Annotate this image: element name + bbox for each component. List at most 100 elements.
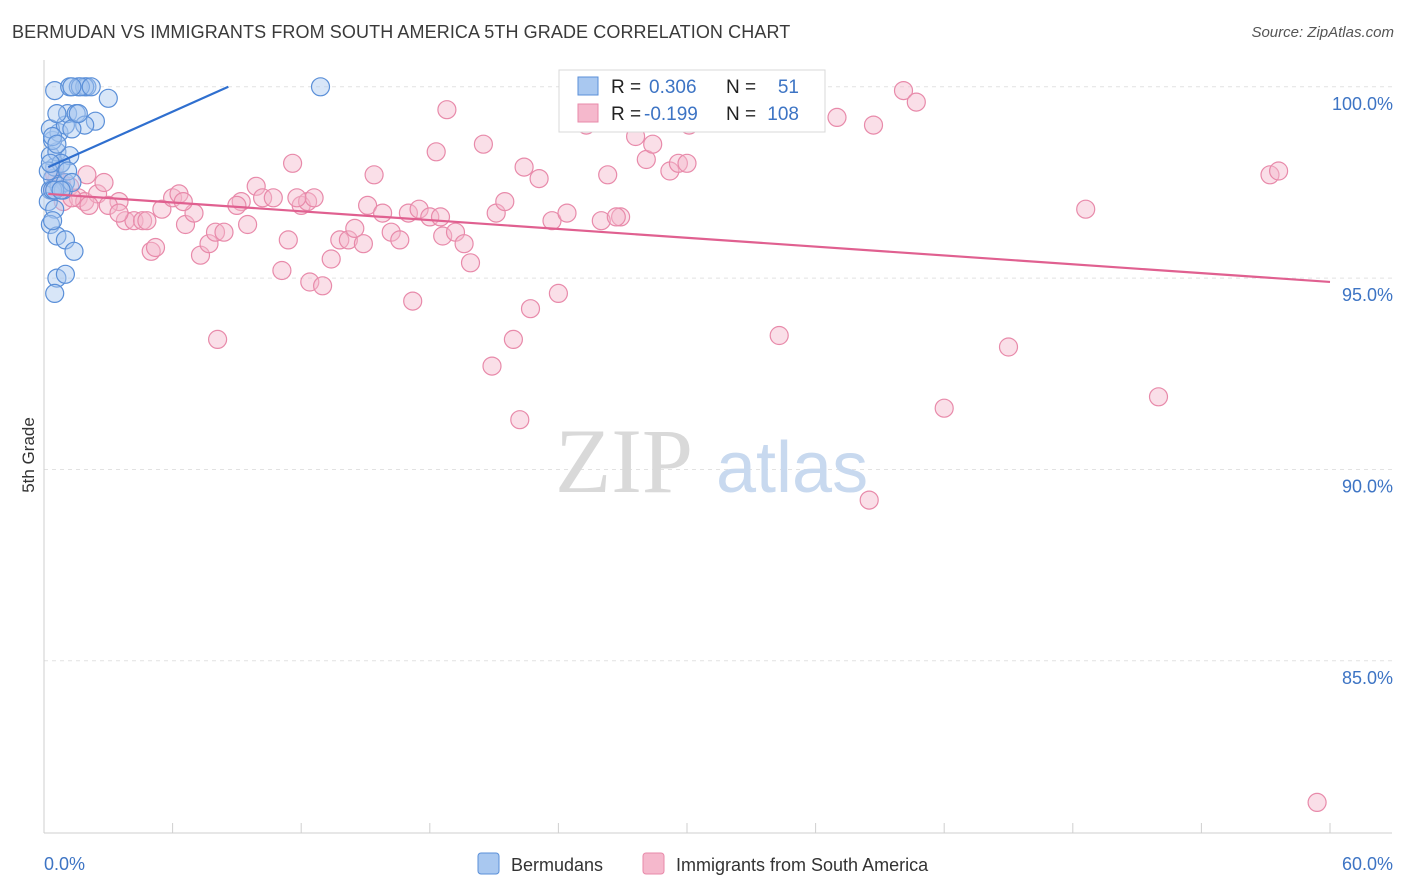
immigrants-point	[390, 230, 410, 250]
series-immigrants-points	[42, 77, 1327, 813]
immigrants-point	[321, 249, 341, 269]
bermudans-point	[62, 172, 82, 193]
y-tick-label: 100.0%	[1332, 94, 1393, 114]
immigrants-point	[133, 211, 153, 231]
immigrants-point	[79, 195, 99, 215]
immigrants-point	[199, 234, 219, 254]
gridlines	[44, 86, 1392, 662]
immigrants-point	[430, 207, 451, 227]
immigrants-point	[827, 107, 847, 128]
legend-n-value-2: 108	[767, 104, 799, 125]
immigrants-point	[253, 188, 273, 208]
legend-n-value-1: 51	[778, 77, 799, 98]
immigrants-point	[606, 207, 626, 227]
immigrants-point	[769, 325, 789, 346]
immigrants-point	[557, 203, 577, 223]
immigrants-point	[520, 299, 541, 319]
immigrants-point	[437, 100, 457, 120]
immigrants-point	[238, 214, 258, 235]
immigrants-point	[433, 226, 453, 246]
legend-swatch-bermudans	[577, 76, 599, 96]
chart-title: BERMUDAN VS IMMIGRANTS FROM SOUTH AMERIC…	[12, 22, 791, 42]
immigrants-point	[98, 195, 118, 215]
bermudans-trend-line	[47, 85, 229, 169]
watermark-zip: ZIP	[555, 410, 693, 512]
immigrants-point	[591, 211, 611, 231]
legend-n-label-2: N =	[726, 104, 756, 125]
bermudans-point	[64, 241, 84, 261]
immigrants-point	[542, 211, 562, 231]
immigrants-point	[246, 176, 266, 196]
immigrants-point	[598, 165, 618, 185]
x-tick-min: 0.0%	[44, 854, 85, 874]
immigrants-point	[460, 253, 481, 273]
immigrants-point	[643, 134, 663, 154]
bermudans-point	[38, 192, 58, 212]
y-axis-title: 5th Grade	[19, 417, 38, 493]
immigrants-point	[278, 230, 298, 250]
y-tick-label: 95.0%	[1342, 285, 1393, 305]
y-tick-label: 85.0%	[1342, 668, 1393, 688]
immigrants-point	[214, 222, 234, 242]
immigrants-point	[473, 134, 493, 154]
bermudans-point	[55, 264, 76, 284]
immigrants-point	[77, 165, 97, 185]
immigrants-point	[109, 192, 129, 212]
immigrants-point	[1076, 199, 1096, 219]
immigrants-point	[677, 153, 697, 173]
immigrants-point	[94, 172, 114, 193]
watermark-atlas: atlas	[716, 428, 868, 508]
immigrants-point	[906, 92, 926, 112]
immigrants-point	[338, 230, 358, 250]
bottom-legend-swatch-immigrants	[642, 852, 665, 875]
immigrants-point	[283, 153, 303, 173]
y-tick-labels: 100.0% 95.0% 90.0% 85.0%	[1332, 94, 1393, 688]
legend-n-label-1: N =	[726, 77, 756, 98]
immigrants-point	[364, 165, 384, 185]
immigrants-point	[313, 276, 333, 296]
immigrants-point	[454, 234, 474, 254]
bermudans-point	[81, 77, 101, 97]
bermudans-point	[45, 283, 65, 303]
immigrants-point	[893, 80, 914, 101]
immigrants-point	[859, 490, 879, 510]
bottom-legend-swatch-bermudans	[477, 852, 500, 875]
chart-source: Source: ZipAtlas.com	[1251, 24, 1394, 41]
immigrants-point	[1268, 161, 1289, 181]
legend-r-label-2: R =	[611, 104, 641, 125]
legend-r-label-1: R =	[611, 77, 641, 98]
bermudans-point	[47, 142, 67, 162]
stats-legend: R = 0.306 N = 51 R = -0.199 N = 108	[558, 69, 826, 133]
immigrants-point	[287, 188, 307, 208]
immigrants-point	[145, 237, 166, 258]
bermudans-point	[98, 88, 118, 108]
immigrants-point	[1307, 792, 1327, 813]
legend-r-value-1: 0.306	[649, 77, 697, 98]
immigrants-point	[208, 329, 228, 349]
watermark: ZIP atlas	[555, 410, 868, 512]
bermudans-point	[310, 77, 331, 97]
bermudans-point	[47, 134, 67, 154]
immigrants-point	[610, 207, 631, 227]
immigrants-point	[1148, 387, 1169, 407]
immigrants-point	[403, 291, 423, 311]
immigrants-point	[514, 157, 534, 177]
immigrants-point	[173, 192, 193, 212]
bermudans-point	[42, 211, 63, 231]
immigrants-point	[482, 356, 502, 376]
immigrants-point	[495, 192, 515, 212]
bermudans-point	[51, 180, 71, 200]
bermudans-point	[75, 115, 95, 135]
immigrants-point	[426, 142, 446, 162]
y-tick-label: 90.0%	[1342, 476, 1393, 496]
immigrants-point	[353, 234, 373, 254]
x-tick-max: 60.0%	[1342, 854, 1393, 874]
immigrants-point	[373, 203, 393, 223]
immigrants-point	[345, 218, 365, 238]
immigrants-point	[863, 115, 884, 135]
immigrants-point	[137, 211, 157, 231]
immigrants-point	[934, 398, 954, 418]
immigrants-point	[529, 169, 549, 189]
bottom-legend-label-immigrants: Immigrants from South America	[676, 855, 929, 875]
